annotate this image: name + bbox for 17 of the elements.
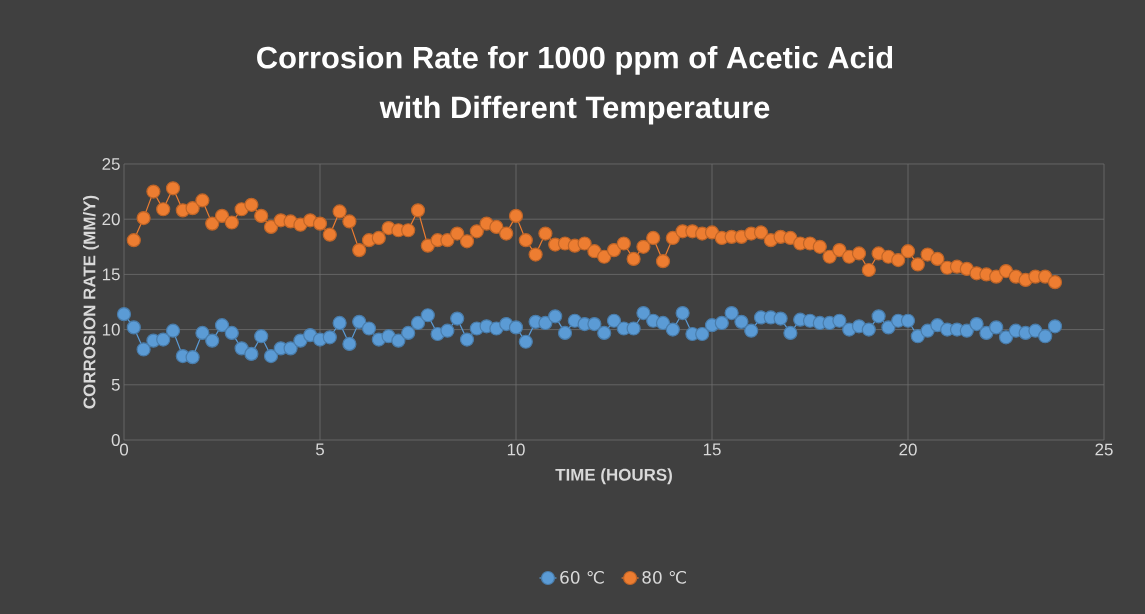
chart-title: Corrosion Rate for 1000 ppm of Acetic Acid with Different Temperature: [257, 45, 893, 125]
x-tick-label: 15: [703, 443, 721, 456]
y-tick-label: 25: [102, 158, 120, 170]
x-tick-label: 20: [899, 443, 917, 456]
x-tick-label: 25: [1095, 443, 1113, 456]
y-tick-label: 20: [102, 213, 120, 226]
y-tick-label: 0: [111, 434, 120, 446]
x-tick-label: 10: [507, 443, 525, 456]
x-axis-title: TIME (HOURS): [555, 468, 672, 485]
y-tick-label: 15: [102, 268, 120, 281]
x-tick-label: 0: [119, 443, 129, 456]
y-tick-label: 10: [102, 323, 120, 336]
y-axis-title: CORROSION RATE (MM/Y): [83, 195, 99, 409]
x-tick-label: 5: [315, 443, 324, 456]
legend-label: 80 ℃: [642, 570, 686, 584]
legend-label: 60 ℃: [560, 570, 604, 584]
y-tick-label: 5: [111, 378, 120, 391]
